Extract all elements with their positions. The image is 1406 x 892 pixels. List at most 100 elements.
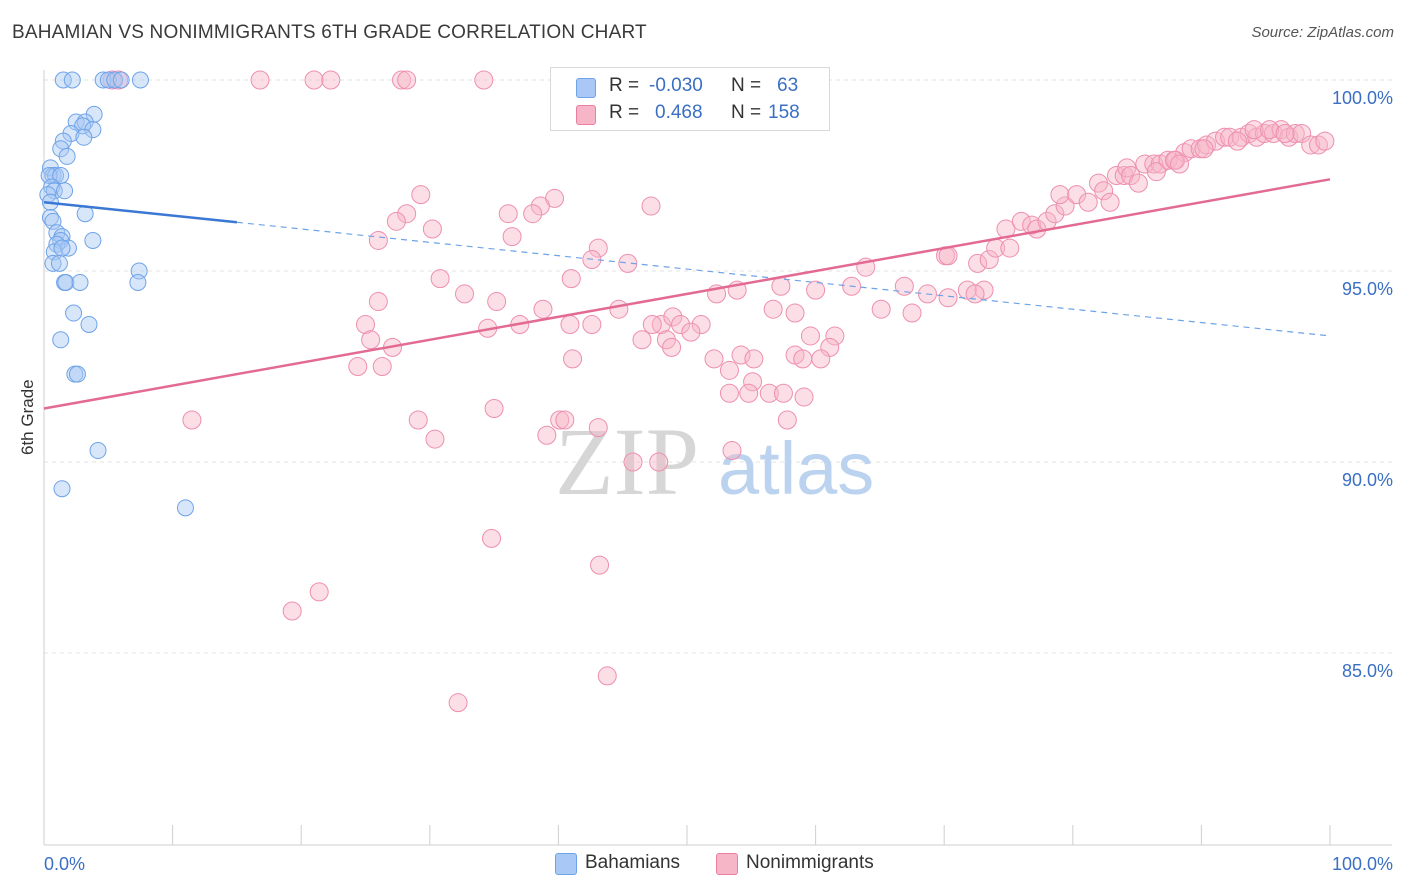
nonimmigrants-point — [663, 307, 683, 327]
nonimmigrants-point — [1260, 120, 1280, 140]
bahamians-point — [57, 273, 75, 291]
nonimmigrants-point — [550, 410, 570, 430]
nonimmigrants-point — [641, 196, 661, 216]
nonimmigrants-point — [894, 276, 914, 296]
nonimmigrants-point — [1315, 131, 1335, 151]
nonimmigrants-point — [1158, 150, 1178, 170]
nonimmigrants-point — [1215, 127, 1235, 147]
axes — [43, 70, 1392, 846]
nonimmigrants-point — [1050, 185, 1070, 205]
nonimmigrants-point — [722, 441, 742, 461]
bahamians-trend-solid — [43, 200, 238, 224]
nonimmigrants-point — [182, 410, 202, 430]
bahamians-point — [112, 71, 130, 89]
bahamians-point — [94, 71, 112, 89]
nonimmigrants-point — [744, 349, 764, 369]
nonimmigrants-point — [743, 372, 763, 392]
nonimmigrants-trend — [43, 178, 1331, 410]
y-tick-label: 90.0% — [1342, 470, 1393, 490]
nonimmigrants-point — [282, 601, 302, 621]
nonimmigrants-point — [368, 292, 388, 312]
nonimmigrants-point — [1128, 173, 1148, 193]
nonimmigrants-point — [397, 204, 417, 224]
nonimmigrants-points — [102, 70, 1335, 713]
nonimmigrants-point — [397, 70, 417, 90]
nonimmigrants-point — [785, 303, 805, 323]
bahamians-point — [68, 365, 86, 383]
nonimmigrants-point — [1244, 120, 1264, 140]
bahamians-point — [176, 499, 194, 517]
nonimmigrants-point — [309, 582, 329, 602]
nonimmigrants-point — [1164, 150, 1184, 170]
nonimmigrants-point — [455, 284, 475, 304]
y-tick-label: 95.0% — [1342, 279, 1393, 299]
bahamians-point — [56, 182, 74, 200]
nonimmigrants-point — [1271, 120, 1291, 140]
bahamians-point — [106, 71, 124, 89]
nonimmigrants-point — [609, 299, 629, 319]
nonimmigrants-point — [763, 299, 783, 319]
nonimmigrants-point — [430, 269, 450, 289]
x-tick-label: 0.0% — [44, 854, 85, 874]
watermark: ZIP atlas — [555, 408, 874, 515]
nonimmigrants-point — [902, 303, 922, 323]
chart-title: BAHAMIAN VS NONIMMIGRANTS 6TH GRADE CORR… — [12, 22, 647, 43]
legend-r-label: R = — [609, 75, 640, 96]
nonimmigrants-point — [642, 314, 662, 334]
trend-lines — [43, 178, 1331, 410]
nonimmigrants-point — [1011, 211, 1031, 231]
nonimmigrants-point — [560, 314, 580, 334]
legend-n-value: 158 — [768, 102, 800, 123]
nonimmigrants-point — [719, 383, 739, 403]
nonimmigrants-point — [250, 70, 270, 90]
nonimmigrants-point — [759, 383, 779, 403]
legend-label-bahamians: Bahamians — [585, 852, 681, 873]
nonimmigrants-point — [372, 357, 392, 376]
nonimmigrants-point — [871, 299, 891, 319]
nonimmigrants-point — [425, 429, 445, 449]
legend-swatch-nonimmigrants — [716, 853, 738, 875]
nonimmigrants-point — [691, 314, 711, 334]
nonimmigrants-point — [806, 280, 826, 300]
y-axis-label: 6th Grade — [18, 379, 37, 455]
bahamians-points — [39, 71, 194, 517]
nonimmigrants-point — [533, 299, 553, 319]
y-tick-label: 85.0% — [1342, 661, 1393, 681]
legend-r-label: R = — [609, 102, 640, 123]
nonimmigrants-point — [474, 70, 494, 90]
legend-r-value: 0.468 — [655, 102, 703, 123]
nonimmigrants-point — [649, 452, 669, 472]
bahamians-point — [84, 231, 102, 249]
watermark-zip: ZIP — [555, 408, 699, 515]
bahamians-point — [71, 273, 89, 291]
nonimmigrants-point — [523, 204, 543, 224]
stats-legend: R = -0.030 N = 63 R = 0.468 N = 158 — [550, 67, 830, 131]
bahamians-point — [50, 254, 68, 272]
bahamians-point — [129, 273, 147, 291]
nonimmigrants-point — [731, 345, 751, 365]
nonimmigrants-point — [811, 349, 831, 369]
nonimmigrants-point — [448, 693, 468, 713]
nonimmigrants-point — [356, 314, 375, 334]
legend-swatch-nonimmigrants — [576, 105, 596, 125]
nonimmigrants-point — [979, 250, 999, 270]
bahamians-point — [89, 442, 107, 460]
nonimmigrants-point — [618, 253, 638, 273]
nonimmigrants-point — [392, 70, 412, 90]
x-tick-label: 100.0% — [1332, 854, 1393, 874]
legend-n-value: 63 — [777, 75, 799, 96]
nonimmigrants-point — [563, 349, 583, 369]
nonimmigrants-point — [800, 326, 820, 346]
bahamians-point — [58, 147, 76, 165]
nonimmigrants-point — [739, 383, 759, 403]
bahamians-point — [44, 212, 62, 230]
nonimmigrants-point — [662, 337, 682, 357]
nonimmigrants-point — [1285, 123, 1305, 143]
nonimmigrants-point — [411, 185, 431, 205]
nonimmigrants-point — [1067, 185, 1087, 205]
nonimmigrants-point — [1107, 166, 1127, 185]
source-label: Source: ZipAtlas.com — [1251, 24, 1394, 41]
nonimmigrants-point — [487, 292, 507, 312]
nonimmigrants-point — [561, 269, 581, 289]
